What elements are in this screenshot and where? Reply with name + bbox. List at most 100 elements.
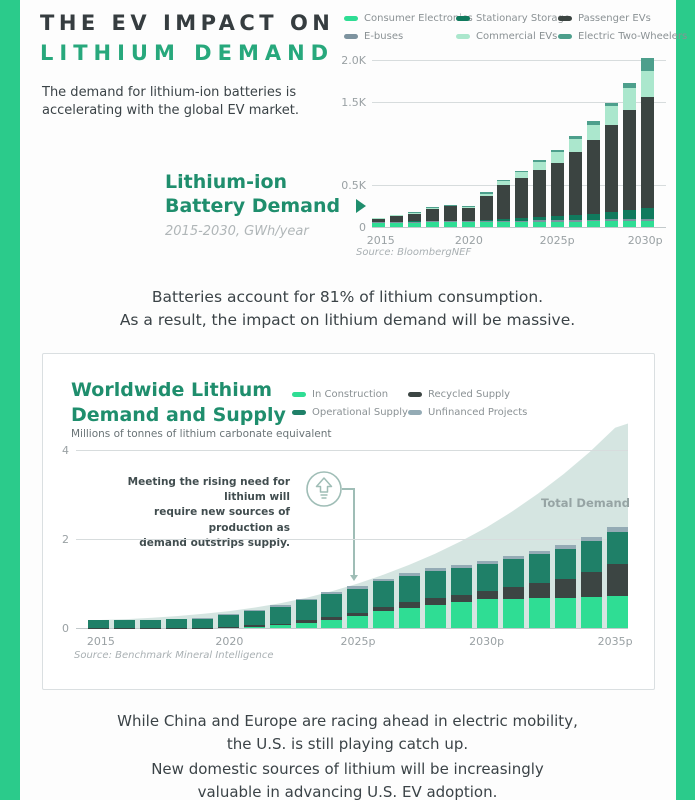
bar-segment-passenger-evs [622,109,636,211]
y-axis-tick-label: 2 [62,533,69,546]
bar-segment-electric-two-wheelers [622,82,636,88]
bar-segment-in-construction [399,607,421,628]
bar-segment-passenger-evs [443,206,457,221]
bar-2024 [321,592,343,628]
bar-segment-recycled-supply [243,625,265,627]
bar-2035 [606,527,628,628]
bar-segment-operational-supply [451,567,473,595]
bar-segment-in-construction [321,620,343,628]
bar-segment-commercial-evs [622,87,636,110]
bar-segment-stationary-storage [533,217,547,221]
bar-segment-recycled-supply [451,594,473,603]
bar-segment-e-buses [461,221,475,223]
bar-segment-unfinanced-projects [528,550,550,555]
bar-segment-recycled-supply [347,613,369,617]
bar-segment-passenger-evs [425,208,439,221]
x-axis-tick-label: 2020 [454,234,483,247]
bar-segment-passenger-evs [604,125,618,213]
bar-2019 [443,204,457,227]
bar-segment-stationary-storage [604,212,618,220]
legend-item: Unfinanced Projects [408,407,527,418]
bar-segment-passenger-evs [533,170,547,218]
bar-segment-commercial-evs [407,213,421,214]
bar-segment-commercial-evs [515,172,529,179]
legend-swatch-icon [292,392,306,397]
bar-2016 [389,214,403,227]
bar-segment-electric-two-wheelers [569,136,583,140]
x-axis-tick-label: 2025p [539,234,575,247]
intro-text: The demand for lithium-ion batteries is … [42,85,299,119]
bar-segment-recycled-supply [554,579,576,598]
bar-segment-operational-supply [528,554,550,584]
bar-segment-e-buses [425,221,439,223]
bar-segment-recycled-supply [321,617,343,620]
bar-segment-commercial-evs [551,151,565,163]
bar-2017 [139,619,161,628]
bar-segment-recycled-supply [217,627,239,628]
supply-chart-title: Worldwide Lithium Demand and Supply [71,379,286,426]
gridline [372,60,666,61]
bar-segment-stationary-storage [479,219,493,221]
gridline [76,539,628,540]
legend-swatch-icon [408,410,422,415]
bar-2034 [580,537,602,628]
bar-segment-electric-two-wheelers [389,214,403,216]
bar-segment-consumer-electronics [551,221,565,227]
bar-segment-in-construction [347,616,369,628]
legend-swatch-icon [408,392,422,397]
gridline [372,101,666,103]
bar-segment-electric-two-wheelers [533,159,547,162]
bar-2028 [604,102,618,227]
page-title-line1: THE EV IMPACT ON [40,11,335,35]
bar-2030 [640,57,654,227]
battery-chart-title-line2: Battery Demand [165,195,341,218]
gridline [76,628,628,629]
bar-segment-electric-two-wheelers [640,57,654,71]
x-axis-tick-label: 2035p [597,635,633,648]
bar-segment-passenger-evs [551,162,565,217]
bar-segment-passenger-evs [569,152,583,216]
y-axis-tick-label: 0 [62,622,69,635]
bar-2024 [533,159,547,227]
bar-segment-commercial-evs [461,207,475,209]
bar-segment-operational-supply [191,618,213,628]
bar-segment-consumer-electronics [640,220,654,227]
bar-segment-commercial-evs [569,139,583,153]
bar-segment-operational-supply [399,575,421,603]
bar-segment-operational-supply [347,588,369,614]
bar-segment-passenger-evs [587,140,601,214]
bar-segment-in-construction [554,597,576,628]
bar-segment-consumer-electronics [443,222,457,227]
bar-2023 [515,170,529,227]
y-axis-tick-label: 1.5K [341,95,366,109]
legend-swatch-icon [558,34,572,39]
bar-segment-unfinanced-projects [399,572,421,576]
bar-segment-passenger-evs [479,195,493,220]
bar-segment-stationary-storage [497,219,511,221]
bar-segment-unfinanced-projects [321,592,343,595]
bar-2029 [622,82,636,227]
legend-label: Operational Supply [312,407,408,418]
bar-segment-operational-supply [139,620,161,628]
bar-segment-unfinanced-projects [373,578,395,582]
bar-segment-e-buses [479,221,493,222]
legend-item: Recycled Supply [408,389,527,400]
bar-segment-e-buses [622,219,636,221]
bar-segment-consumer-electronics [497,221,511,227]
bar-segment-recycled-supply [580,572,602,597]
legend-item: Consumer Electronics [344,13,473,24]
bar-segment-in-construction [373,611,395,628]
bottom-text-1: While China and Europe are racing ahead … [117,712,578,753]
bar-segment-recycled-supply [295,620,317,623]
bar-segment-recycled-supply [425,598,447,605]
left-accent-bar [0,0,20,800]
legend-label: Commercial EVs [476,31,558,42]
bar-segment-commercial-evs [587,124,601,141]
bar-2025 [347,585,369,628]
bar-2022 [497,179,511,227]
bar-2017 [407,212,421,227]
legend-swatch-icon [344,34,358,39]
bar-segment-consumer-electronics [407,222,421,227]
bar-segment-unfinanced-projects [554,545,576,549]
bar-2028 [425,568,447,628]
